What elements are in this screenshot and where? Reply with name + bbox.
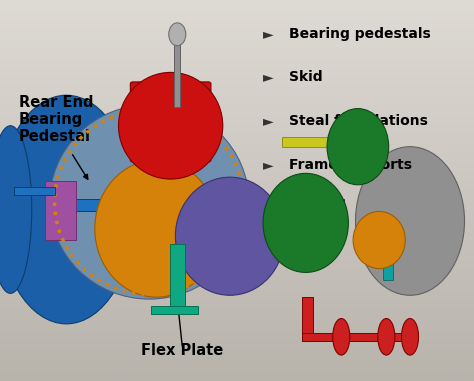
- Text: ►: ►: [263, 114, 273, 128]
- Ellipse shape: [0, 126, 32, 293]
- FancyBboxPatch shape: [302, 333, 416, 341]
- Ellipse shape: [401, 319, 419, 355]
- Ellipse shape: [356, 147, 465, 295]
- Ellipse shape: [263, 173, 348, 272]
- Text: ►: ►: [263, 70, 273, 85]
- Ellipse shape: [118, 72, 223, 179]
- Ellipse shape: [378, 319, 395, 355]
- Text: ►: ►: [263, 27, 273, 41]
- Text: ►: ►: [263, 158, 273, 172]
- FancyBboxPatch shape: [62, 199, 344, 211]
- FancyBboxPatch shape: [130, 82, 211, 162]
- Text: Flex Plate: Flex Plate: [141, 343, 224, 358]
- FancyBboxPatch shape: [170, 244, 185, 307]
- Ellipse shape: [95, 160, 218, 297]
- Text: Skid: Skid: [289, 70, 323, 85]
- FancyBboxPatch shape: [302, 297, 313, 341]
- Ellipse shape: [327, 109, 389, 185]
- FancyBboxPatch shape: [282, 137, 365, 147]
- Text: Rear End
Bearing
Pedestal: Rear End Bearing Pedestal: [19, 95, 93, 144]
- Ellipse shape: [169, 23, 186, 46]
- FancyBboxPatch shape: [45, 181, 76, 240]
- Ellipse shape: [333, 319, 350, 355]
- FancyBboxPatch shape: [14, 187, 55, 195]
- FancyBboxPatch shape: [174, 32, 180, 107]
- Text: Bearing pedestals: Bearing pedestals: [289, 27, 431, 41]
- Text: Steal foundations: Steal foundations: [289, 114, 428, 128]
- Ellipse shape: [0, 95, 135, 324]
- Ellipse shape: [175, 177, 284, 295]
- FancyBboxPatch shape: [151, 306, 198, 314]
- Text: Frame supports: Frame supports: [289, 158, 412, 172]
- Ellipse shape: [50, 105, 249, 299]
- Ellipse shape: [353, 211, 405, 269]
- FancyBboxPatch shape: [383, 246, 393, 280]
